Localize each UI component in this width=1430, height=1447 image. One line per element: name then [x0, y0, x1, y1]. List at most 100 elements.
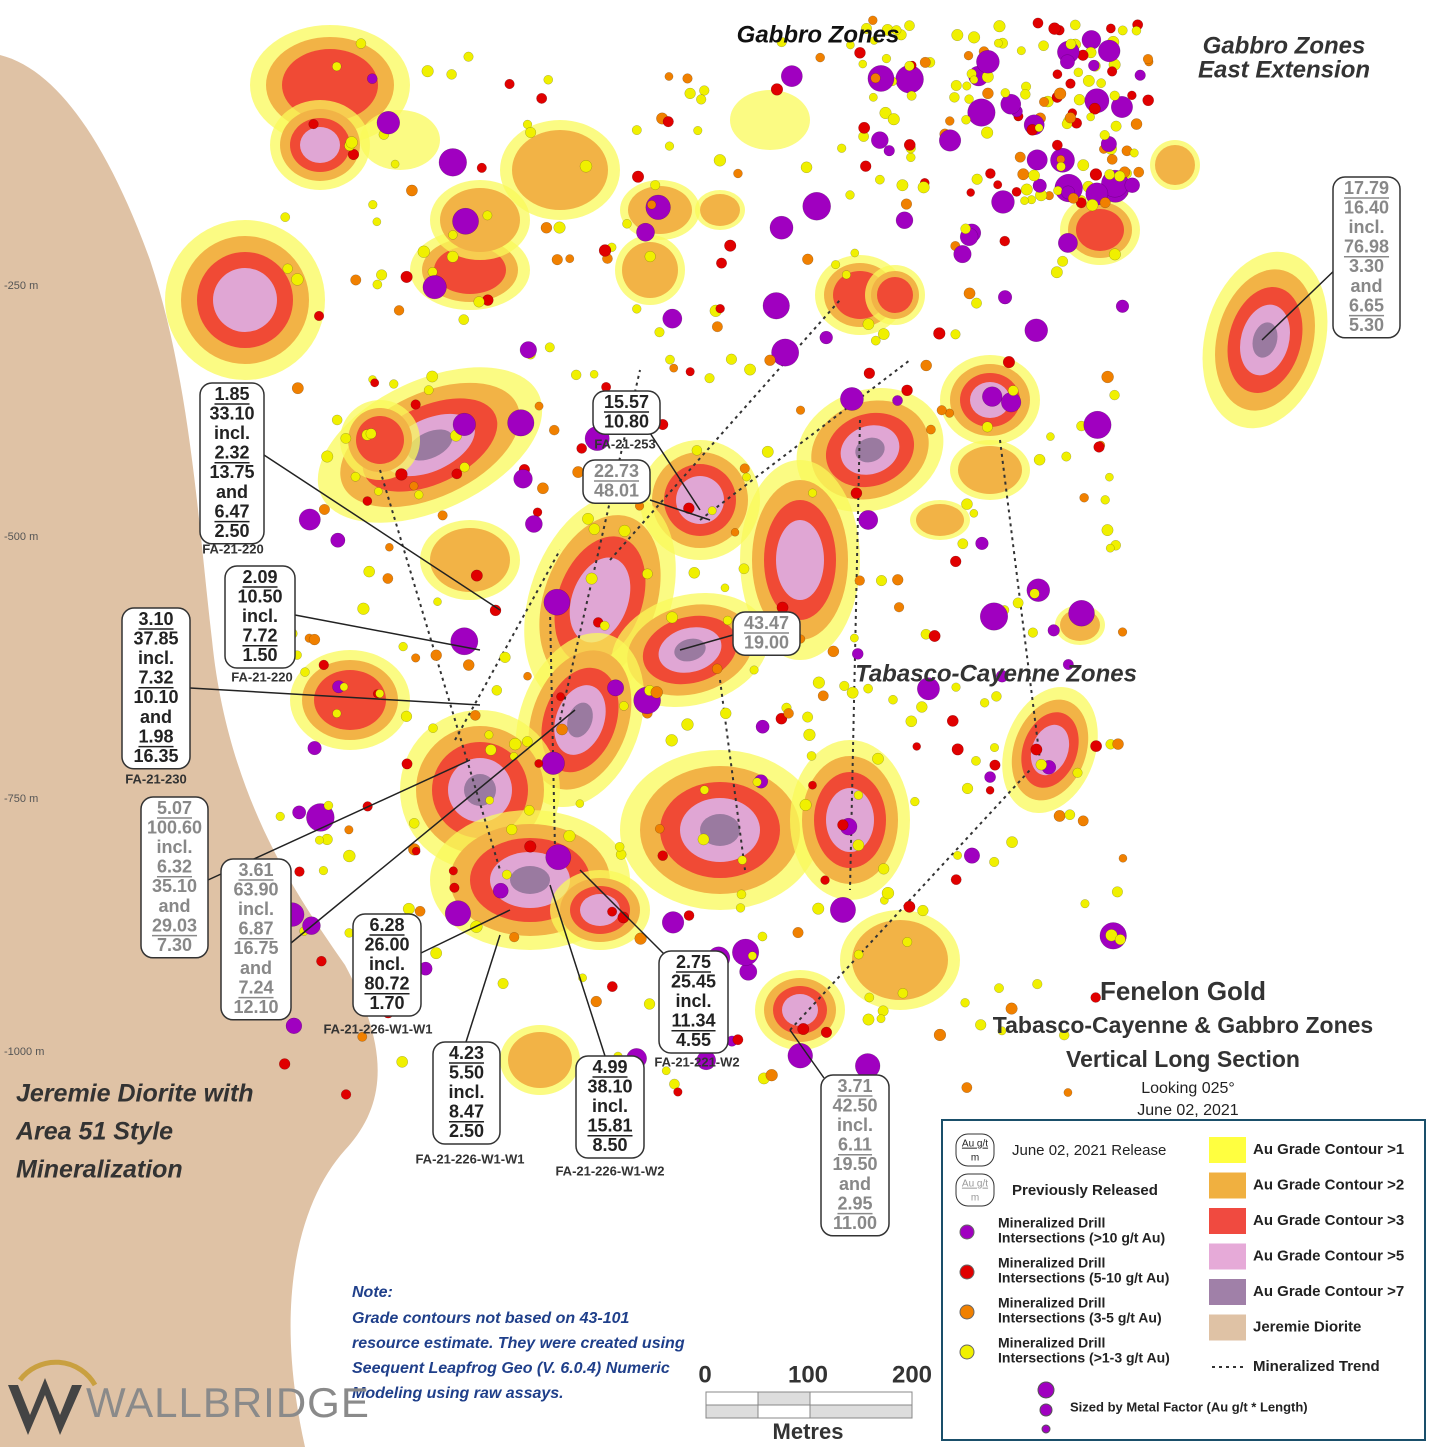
- drill-point: [650, 180, 661, 191]
- callout-line: 16.75: [233, 938, 278, 958]
- callout-line: incl.: [238, 899, 274, 919]
- drill-point: [344, 825, 354, 835]
- drill-point: [817, 690, 829, 702]
- hole-id: FA-21-226-W1-W1: [415, 1151, 524, 1166]
- drill-point: [636, 222, 655, 242]
- leader: [294, 614, 481, 651]
- legend-icon: [955, 1133, 995, 1167]
- drill-point: [739, 962, 758, 981]
- drill-point: [950, 874, 962, 886]
- title: Fenelon Gold: [1100, 976, 1266, 1006]
- drill-point: [563, 829, 576, 843]
- drill-point: [1052, 69, 1063, 80]
- drill-point: [1038, 96, 1050, 107]
- callout-line: 1.50: [242, 645, 277, 665]
- legend-swatch: [959, 1304, 975, 1320]
- drill-point: [1027, 627, 1038, 638]
- drill-point: [1093, 441, 1105, 453]
- callout-line: 3.30: [1349, 256, 1384, 276]
- drill-point: [903, 900, 916, 913]
- callout-line: and: [240, 958, 272, 978]
- drill-point: [396, 1056, 409, 1068]
- drill-point: [1046, 432, 1055, 441]
- drill-point: [938, 129, 962, 152]
- drill-point: [1056, 161, 1066, 172]
- drill-point: [540, 222, 553, 234]
- drill-point: [497, 978, 509, 990]
- callout-line: 26.00: [364, 934, 409, 954]
- drill-point: [673, 1087, 683, 1097]
- zone-label: Gabbro Zones: [737, 21, 900, 48]
- drill-point: [1101, 524, 1114, 537]
- drill-point: [437, 510, 448, 521]
- drill-point: [669, 1078, 680, 1090]
- drill-point: [1134, 69, 1146, 81]
- depth-label: -250 m: [4, 280, 38, 292]
- drill-point: [802, 192, 831, 221]
- drill-point: [950, 329, 961, 340]
- depth-label: -500 m: [4, 531, 38, 543]
- drill-point: [765, 1069, 778, 1082]
- drill-point: [806, 751, 817, 761]
- drill-point: [917, 904, 929, 917]
- drill-point: [962, 81, 972, 91]
- drill-point: [452, 412, 476, 437]
- drill-point: [400, 270, 413, 284]
- leader: [420, 909, 511, 954]
- drill-point: [837, 819, 849, 831]
- drill-point: [543, 588, 571, 616]
- drill-point: [614, 841, 625, 852]
- drill-point: [985, 168, 996, 179]
- drill-point: [430, 947, 443, 960]
- contour: [512, 130, 608, 210]
- drill-point: [1073, 94, 1086, 106]
- drill-point: [1020, 183, 1033, 196]
- drill-point: [960, 223, 971, 235]
- drill-point: [470, 569, 483, 582]
- drill-point: [607, 679, 625, 697]
- callout-line: incl.: [1348, 217, 1384, 237]
- contour: [700, 194, 740, 226]
- drill-point: [858, 510, 879, 530]
- drill-point: [1053, 185, 1063, 196]
- callout-line: 6.47: [214, 501, 249, 521]
- drill-point: [730, 528, 740, 537]
- callout-line: 43.47: [744, 613, 789, 633]
- drill-point: [1130, 118, 1143, 130]
- drill-point: [897, 987, 909, 999]
- drill-point: [681, 718, 694, 731]
- note-line: Modeling using raw assays.: [352, 1385, 564, 1402]
- drill-point: [410, 399, 421, 410]
- drill-point: [699, 785, 710, 795]
- drill-point: [1105, 472, 1114, 482]
- legend-label: Mineralized Drill: [998, 1215, 1105, 1231]
- drill-point: [1067, 192, 1079, 204]
- drill-point: [699, 85, 710, 96]
- drill-point: [534, 759, 544, 768]
- drill-point: [446, 250, 459, 263]
- drill-point: [485, 795, 494, 805]
- drill-point: [402, 902, 415, 915]
- drill-point: [606, 981, 618, 992]
- depth-label: -1000 m: [4, 1046, 44, 1058]
- drill-point: [632, 304, 642, 314]
- drill-point: [313, 310, 325, 322]
- drill-point: [422, 275, 447, 300]
- drill-point: [598, 244, 612, 257]
- drill-point: [949, 92, 960, 103]
- legend-swatch: [959, 1344, 975, 1360]
- drill-point: [872, 752, 884, 765]
- drill-point: [541, 751, 565, 775]
- drill-point: [1026, 149, 1048, 171]
- drill-point: [839, 680, 850, 692]
- leader: [789, 1029, 825, 1079]
- drill-point: [362, 496, 373, 506]
- callout-line: 17.79: [1344, 178, 1389, 198]
- drill-point: [375, 689, 385, 699]
- drill-point: [314, 835, 324, 845]
- drill-point: [999, 235, 1011, 247]
- drill-point: [1111, 886, 1123, 898]
- drill-point: [775, 712, 788, 725]
- drill-point: [981, 421, 993, 433]
- drill-point: [430, 649, 442, 661]
